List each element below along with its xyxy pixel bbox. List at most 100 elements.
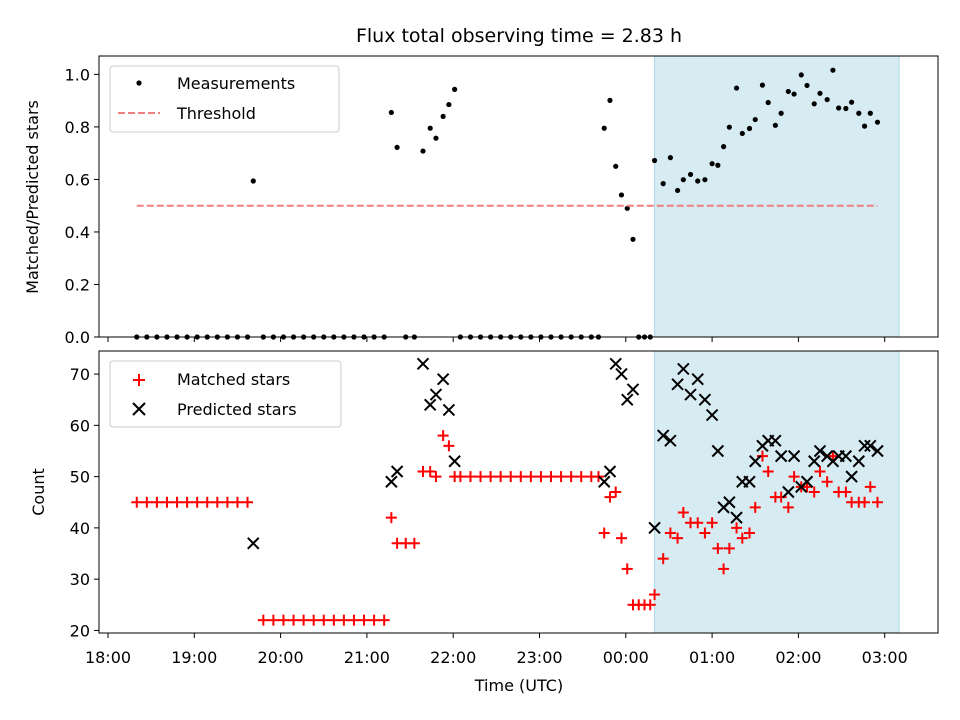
matched-star-point: [328, 614, 340, 626]
predicted-star-point: [671, 378, 684, 391]
matched-star-point: [801, 481, 813, 493]
predicted-star-point: [787, 449, 801, 463]
matched-star-point: [775, 491, 787, 503]
matched-star-point: [864, 481, 876, 493]
matched-star-point: [712, 542, 724, 554]
predicted-star-point: [247, 537, 260, 550]
matched-star-point: [859, 496, 871, 508]
matched-star-point: [827, 450, 839, 462]
matched-star-point: [443, 440, 455, 452]
predicted-star-point: [723, 496, 736, 509]
bottom-y-tick-label: 20: [70, 621, 90, 640]
measurement-point: [394, 144, 400, 150]
matched-star-point: [437, 430, 449, 442]
matched-star-point: [495, 471, 507, 483]
matched-star-point: [840, 486, 852, 498]
matched-star-point: [464, 471, 476, 483]
measurement-point: [607, 97, 613, 103]
matched-star-point: [525, 471, 537, 483]
measurement-point: [759, 82, 766, 88]
matched-star-point: [201, 496, 213, 508]
matched-star-point: [649, 589, 661, 601]
matched-star-point: [706, 517, 718, 529]
predicted-star-point: [448, 455, 461, 468]
x-tick-label: 01:00: [689, 648, 735, 667]
measurement-point: [824, 96, 830, 103]
predicted-star-point: [684, 388, 697, 401]
bottom-panel: 20 30 40 50 60 70 18:00 19:00 20:00 21:00 22:00 23…: [29, 350, 939, 695]
measurement-point: [798, 72, 804, 78]
matched-star-point: [348, 614, 360, 626]
matched-star-point: [277, 614, 289, 626]
matched-star-point: [821, 476, 833, 488]
measurement-point: [772, 122, 778, 128]
matched-star-point: [298, 614, 310, 626]
measurement-point: [624, 205, 630, 211]
matched-star-point: [257, 614, 269, 626]
x-tick-label: 03:00: [862, 648, 908, 667]
matched-star-point: [692, 517, 704, 529]
measurement-point: [651, 157, 658, 164]
measurement-point: [702, 177, 708, 183]
predicted-star-point: [442, 403, 456, 417]
top-y-tick-label: 0.4: [65, 223, 90, 242]
measurement-point: [811, 101, 817, 107]
measurement-point: [667, 155, 673, 161]
top-x-ticks: [107, 337, 886, 342]
predicted-star-point: [852, 455, 866, 468]
top-y-ticks: 0.0 0.2 0.4 0.6 0.8 1.0: [65, 65, 99, 347]
measurement-point: [778, 110, 784, 116]
measurement-point: [452, 86, 458, 92]
measurement-point: [660, 181, 666, 187]
bottom-y-ticks: 20 30 40 50 60 70: [70, 365, 99, 640]
bottom-y-tick-label: 30: [70, 570, 90, 589]
measurement-point: [785, 88, 791, 95]
bottom-y-tick-label: 40: [70, 519, 90, 538]
top-shaded-region: [654, 55, 900, 338]
matched-star-point: [515, 471, 527, 483]
measurement-point: [427, 125, 433, 131]
matched-star-point: [424, 465, 436, 477]
predicted-star-point: [743, 475, 756, 488]
measurement-point: [726, 124, 732, 130]
legend-matched-label: Matched stars: [177, 370, 290, 389]
top-y-tick-label: 0.0: [65, 328, 90, 347]
bottom-legend-box: [109, 360, 342, 428]
top-legend-box: [109, 65, 340, 133]
matched-star-point: [475, 471, 487, 483]
predicted-star-point: [864, 439, 877, 453]
matched-star-point: [615, 532, 627, 544]
measurement-point: [446, 101, 452, 108]
measurement-point: [843, 105, 849, 112]
matched-star-point: [723, 542, 735, 554]
matched-star-point: [575, 471, 587, 483]
predicted-star-point: [871, 444, 884, 458]
predicted-star-point: [749, 455, 762, 468]
matched-star-point: [211, 496, 223, 508]
top-y-tick-label: 0.2: [65, 275, 90, 294]
bottom-axes-frame: [98, 350, 939, 634]
matched-star-point: [749, 501, 761, 513]
matched-star-point: [242, 496, 254, 508]
legend-predicted-label: Predicted stars: [177, 400, 297, 419]
matched-star-point: [762, 465, 774, 477]
matched-star-point: [621, 563, 633, 575]
predicted-star-point: [711, 444, 725, 458]
top-legend: Measurements Threshold: [109, 65, 340, 133]
bottom-plot-area: [131, 357, 884, 626]
matched-star-point: [565, 471, 577, 483]
predicted-star-point: [808, 455, 821, 468]
matched-star-point: [699, 527, 711, 539]
matched-star-point: [151, 496, 163, 508]
legend-measurements-marker: [136, 80, 142, 86]
predicted-star-point: [774, 449, 788, 463]
measurement-point: [804, 82, 810, 89]
measurement-point: [765, 99, 771, 106]
top-y-tick-label: 1.0: [65, 65, 90, 84]
matched-star-point: [408, 537, 420, 549]
matched-star-point: [308, 614, 320, 626]
matched-star-point: [677, 507, 689, 519]
x-tick-label: 02:00: [775, 648, 821, 667]
legend-measurements-label: Measurements: [177, 74, 295, 93]
